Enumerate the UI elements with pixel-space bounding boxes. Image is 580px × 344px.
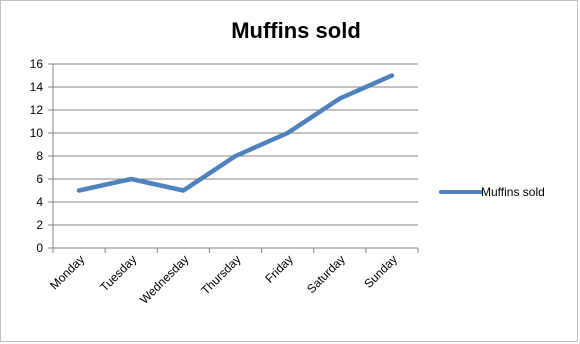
- x-tick-label-saturday: Saturday: [304, 252, 348, 296]
- y-tick-label-14: 14: [30, 80, 44, 94]
- gridlines: [53, 63, 418, 226]
- x-tick-label-thursday: Thursday: [198, 252, 243, 297]
- y-tick-label-4: 4: [36, 195, 43, 209]
- y-tick-label-2: 2: [36, 218, 43, 232]
- legend: Muffins sold: [439, 185, 545, 199]
- x-tick-label-monday: Monday: [47, 252, 87, 292]
- x-tick-label-friday: Friday: [262, 252, 295, 285]
- y-tick-label-0: 0: [36, 241, 43, 255]
- y-tick-label-8: 8: [36, 149, 43, 163]
- series-lines: [76, 73, 395, 193]
- y-tick-label-10: 10: [30, 126, 44, 140]
- y-tick-label-6: 6: [36, 172, 43, 186]
- y-tick-label-12: 12: [30, 103, 44, 117]
- y-axis-ticks: 0 2 4 6 8 10 12 14 16: [30, 57, 44, 255]
- legend-label-muffins-sold: Muffins sold: [481, 185, 545, 199]
- x-tick-label-tuesday: Tuesday: [97, 252, 139, 294]
- x-tick-label-sunday: Sunday: [361, 252, 400, 291]
- axes: [48, 63, 419, 253]
- chart-title: Muffins sold: [231, 18, 361, 43]
- x-tick-label-wednesday: Wednesday: [137, 252, 192, 307]
- y-tick-label-16: 16: [30, 57, 44, 71]
